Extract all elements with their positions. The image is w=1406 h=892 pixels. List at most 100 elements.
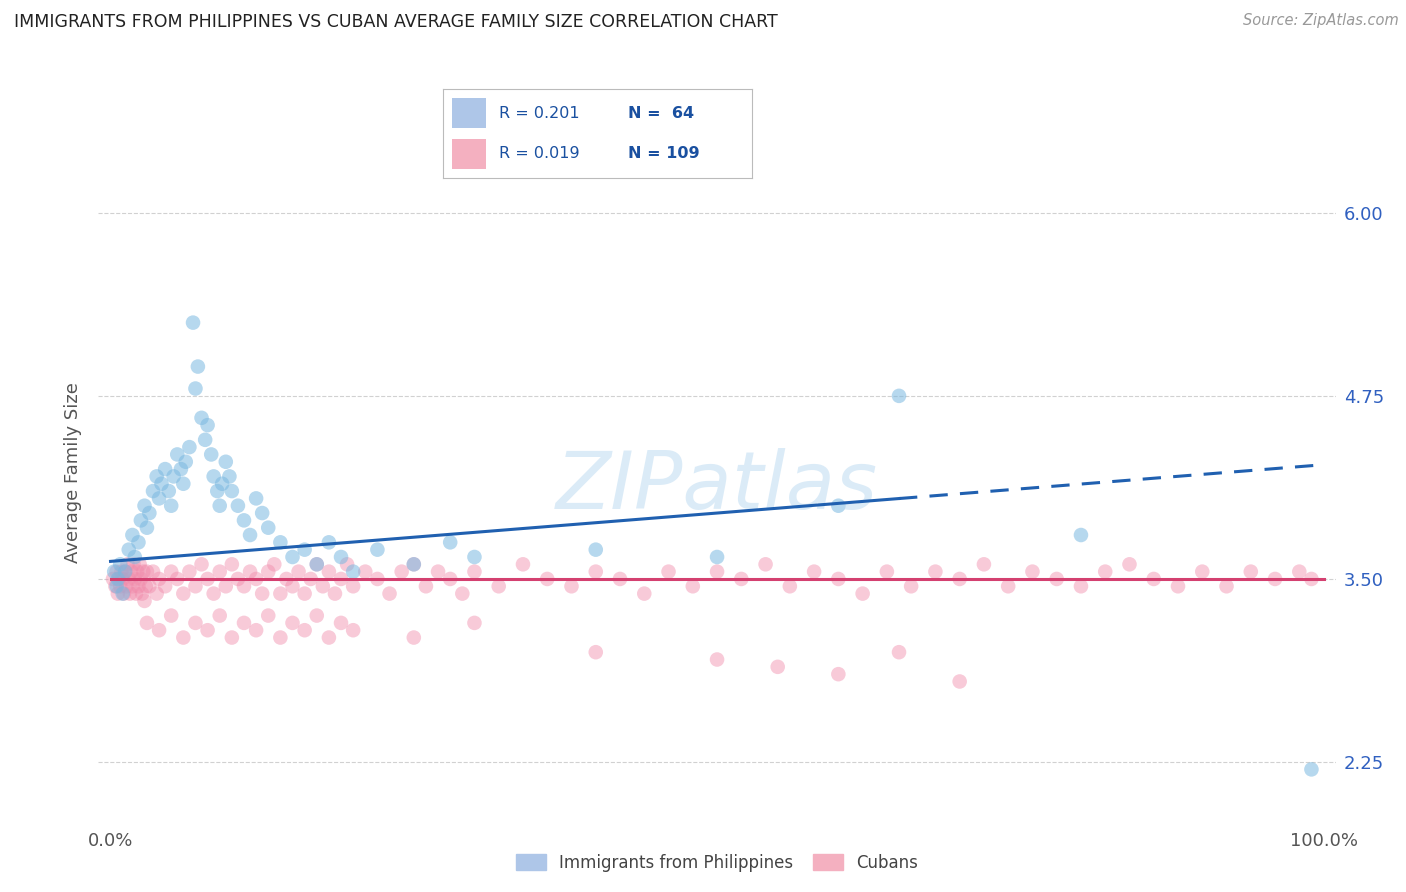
- Point: [730, 572, 752, 586]
- Point: [488, 579, 510, 593]
- Point: [160, 499, 183, 513]
- Point: [585, 542, 607, 557]
- Point: [245, 491, 267, 506]
- Point: [117, 558, 139, 572]
- Point: [245, 624, 267, 638]
- Point: [415, 579, 437, 593]
- Point: [973, 558, 995, 572]
- Text: R = 0.201: R = 0.201: [499, 106, 579, 120]
- Point: [706, 565, 728, 579]
- Point: [451, 586, 474, 600]
- Point: [312, 579, 335, 593]
- Point: [257, 608, 280, 623]
- Point: [1143, 572, 1166, 586]
- Point: [107, 572, 129, 586]
- Point: [342, 624, 364, 638]
- Point: [281, 549, 304, 564]
- Point: [439, 535, 461, 549]
- Point: [194, 433, 217, 447]
- Point: [779, 579, 801, 593]
- Point: [852, 586, 875, 600]
- Point: [330, 549, 353, 564]
- Point: [876, 565, 898, 579]
- Point: [1046, 572, 1069, 586]
- Point: [129, 572, 152, 586]
- Point: [766, 660, 789, 674]
- Point: [402, 558, 425, 572]
- Point: [427, 565, 450, 579]
- Point: [114, 565, 136, 579]
- Point: [536, 572, 558, 586]
- Point: [330, 572, 353, 586]
- Point: [105, 565, 128, 579]
- Point: [463, 565, 485, 579]
- Point: [101, 572, 124, 586]
- Point: [148, 572, 170, 586]
- Point: [208, 608, 231, 623]
- Point: [112, 586, 135, 600]
- Point: [900, 579, 922, 593]
- Point: [585, 565, 607, 579]
- Point: [439, 572, 461, 586]
- Point: [323, 586, 346, 600]
- Point: [103, 565, 125, 579]
- Point: [136, 615, 159, 630]
- Point: [1167, 579, 1189, 593]
- Point: [114, 565, 136, 579]
- Point: [257, 521, 280, 535]
- Point: [827, 499, 849, 513]
- Point: [179, 565, 201, 579]
- Point: [118, 542, 141, 557]
- Point: [1240, 565, 1263, 579]
- Point: [269, 535, 291, 549]
- Point: [1094, 565, 1116, 579]
- Point: [924, 565, 946, 579]
- Legend: Immigrants from Philippines, Cubans: Immigrants from Philippines, Cubans: [509, 847, 925, 879]
- Point: [330, 615, 353, 630]
- Point: [215, 455, 238, 469]
- Point: [121, 579, 143, 593]
- Point: [127, 565, 149, 579]
- Point: [190, 410, 212, 425]
- Point: [318, 631, 340, 645]
- Point: [657, 565, 679, 579]
- Point: [269, 586, 291, 600]
- Point: [202, 469, 225, 483]
- Point: [803, 565, 825, 579]
- Point: [134, 499, 156, 513]
- Point: [136, 521, 159, 535]
- Point: [366, 542, 388, 557]
- Point: [305, 608, 328, 623]
- Point: [208, 565, 231, 579]
- Point: [706, 652, 728, 666]
- Point: [134, 594, 156, 608]
- Point: [226, 572, 249, 586]
- Point: [378, 586, 401, 600]
- Point: [239, 528, 262, 542]
- Point: [281, 615, 304, 630]
- Point: [263, 558, 285, 572]
- Point: [105, 579, 128, 593]
- Point: [138, 506, 160, 520]
- Point: [250, 586, 273, 600]
- Point: [233, 579, 256, 593]
- Point: [305, 558, 328, 572]
- Point: [197, 624, 219, 638]
- Point: [110, 579, 132, 593]
- Point: [118, 572, 141, 586]
- Point: [215, 579, 238, 593]
- Point: [110, 565, 132, 579]
- Point: [318, 565, 340, 579]
- Point: [197, 418, 219, 433]
- Point: [148, 624, 170, 638]
- Point: [633, 586, 655, 600]
- Point: [208, 499, 231, 513]
- Point: [294, 542, 316, 557]
- Point: [305, 558, 328, 572]
- Point: [1070, 579, 1092, 593]
- Point: [172, 476, 194, 491]
- Point: [157, 484, 180, 499]
- Point: [233, 615, 256, 630]
- Point: [299, 572, 322, 586]
- Point: [179, 440, 201, 454]
